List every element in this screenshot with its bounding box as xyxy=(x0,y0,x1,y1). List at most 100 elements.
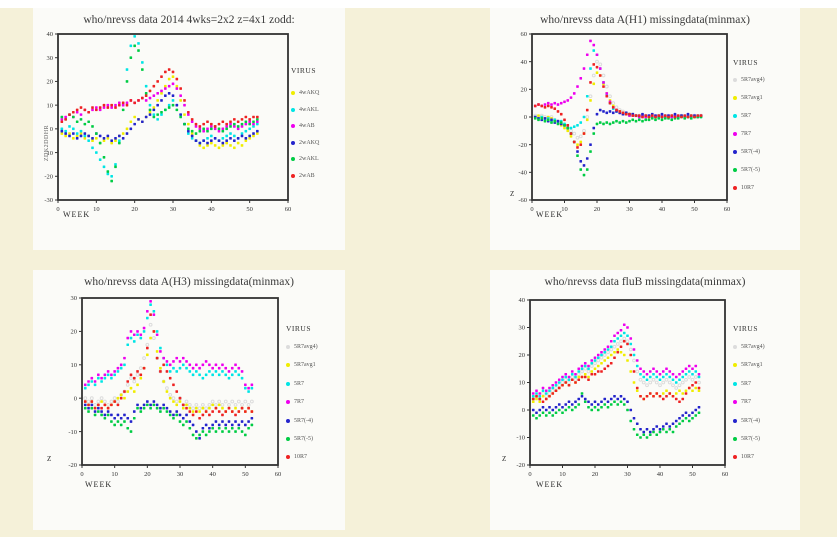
data-point xyxy=(580,375,584,379)
chart-legend: VIRUS 5R7avg4) 5R7avg1 5R7 7R7 5R7(-4) 5R7(-5… xyxy=(733,58,765,202)
data-point xyxy=(160,99,163,102)
legend-item: 2wAB xyxy=(291,172,319,180)
data-point xyxy=(191,410,195,413)
data-point xyxy=(221,144,225,147)
data-point xyxy=(645,427,649,431)
data-point xyxy=(574,372,577,376)
data-point xyxy=(129,376,133,381)
data-point xyxy=(103,376,107,380)
data-point xyxy=(136,330,139,333)
data-point xyxy=(210,139,213,143)
chart-legend: VIRUS 5R7avg4) 5R7avg1 5R7 7R7 5R7(-4) 5R7(-5… xyxy=(733,324,765,472)
data-point xyxy=(619,334,623,338)
data-point xyxy=(201,406,205,410)
data-point xyxy=(570,403,574,406)
y-tick-label: 0 xyxy=(524,114,527,121)
data-point xyxy=(206,141,209,145)
data-point xyxy=(64,118,67,121)
data-point xyxy=(256,120,259,124)
data-point xyxy=(230,399,235,404)
data-point xyxy=(240,402,244,407)
data-point xyxy=(587,375,590,379)
data-point xyxy=(622,403,626,406)
data-point xyxy=(106,413,110,417)
data-point xyxy=(587,400,590,404)
data-point xyxy=(83,108,87,112)
data-point xyxy=(200,402,205,407)
data-point xyxy=(217,127,221,131)
data-point xyxy=(146,346,149,350)
data-point xyxy=(194,125,198,128)
data-point xyxy=(613,400,616,404)
data-point xyxy=(225,122,228,126)
data-point xyxy=(160,110,163,114)
data-point xyxy=(678,400,681,404)
data-point xyxy=(541,400,545,404)
data-point xyxy=(642,375,646,379)
data-point xyxy=(156,99,159,102)
data-point xyxy=(208,363,211,367)
data-point xyxy=(595,112,599,116)
data-point xyxy=(113,400,116,403)
data-point xyxy=(113,373,116,377)
data-point xyxy=(221,406,224,410)
data-point xyxy=(665,394,668,398)
data-point xyxy=(567,375,571,379)
data-point xyxy=(129,330,133,333)
data-point xyxy=(139,333,143,337)
data-point xyxy=(79,113,83,116)
data-point xyxy=(538,408,542,412)
data-point xyxy=(535,392,538,395)
data-point xyxy=(106,406,110,410)
plot-frame xyxy=(57,33,289,201)
data-point xyxy=(570,372,574,376)
data-point xyxy=(234,370,237,373)
data-point xyxy=(95,108,98,112)
legend-item: 2wAKQ xyxy=(291,139,319,147)
legend-item-label: 4wAB xyxy=(299,123,315,129)
data-point xyxy=(168,410,172,413)
data-point xyxy=(129,420,133,423)
data-point xyxy=(684,372,688,376)
data-point xyxy=(233,134,236,138)
data-point xyxy=(213,137,217,140)
data-point xyxy=(178,400,182,403)
data-point xyxy=(569,135,573,138)
data-point xyxy=(141,61,144,64)
data-point xyxy=(207,402,212,407)
data-point xyxy=(626,334,629,338)
data-point xyxy=(674,397,678,401)
data-point xyxy=(541,389,545,393)
data-point xyxy=(578,134,583,139)
x-axis-label: WEEK xyxy=(536,480,564,489)
data-point xyxy=(569,96,573,99)
data-point xyxy=(181,402,186,407)
data-point xyxy=(167,91,171,95)
data-point xyxy=(563,100,566,104)
data-point xyxy=(152,115,156,119)
data-point xyxy=(544,397,548,401)
data-point xyxy=(256,122,259,126)
data-point xyxy=(674,386,679,390)
data-point xyxy=(87,383,90,387)
data-point xyxy=(602,110,605,113)
legend-marker-icon xyxy=(286,345,290,349)
data-point xyxy=(603,403,607,406)
x-tick-label: 20 xyxy=(144,471,151,478)
data-point xyxy=(639,394,642,398)
legend-item-label: 4wAKQ xyxy=(299,90,320,96)
data-point xyxy=(248,122,251,126)
data-point xyxy=(181,423,185,427)
legend-item: 5R7avg4) xyxy=(286,343,318,351)
data-point xyxy=(79,129,83,133)
data-point xyxy=(110,413,113,417)
x-tick-label: 40 xyxy=(208,206,215,213)
data-point xyxy=(75,137,79,140)
data-point xyxy=(119,423,123,427)
data-point xyxy=(110,103,113,107)
data-point xyxy=(605,111,609,115)
data-point xyxy=(201,426,205,430)
legend-item-label: 5R7 xyxy=(741,380,752,387)
data-point xyxy=(613,394,616,398)
data-point xyxy=(565,126,570,130)
